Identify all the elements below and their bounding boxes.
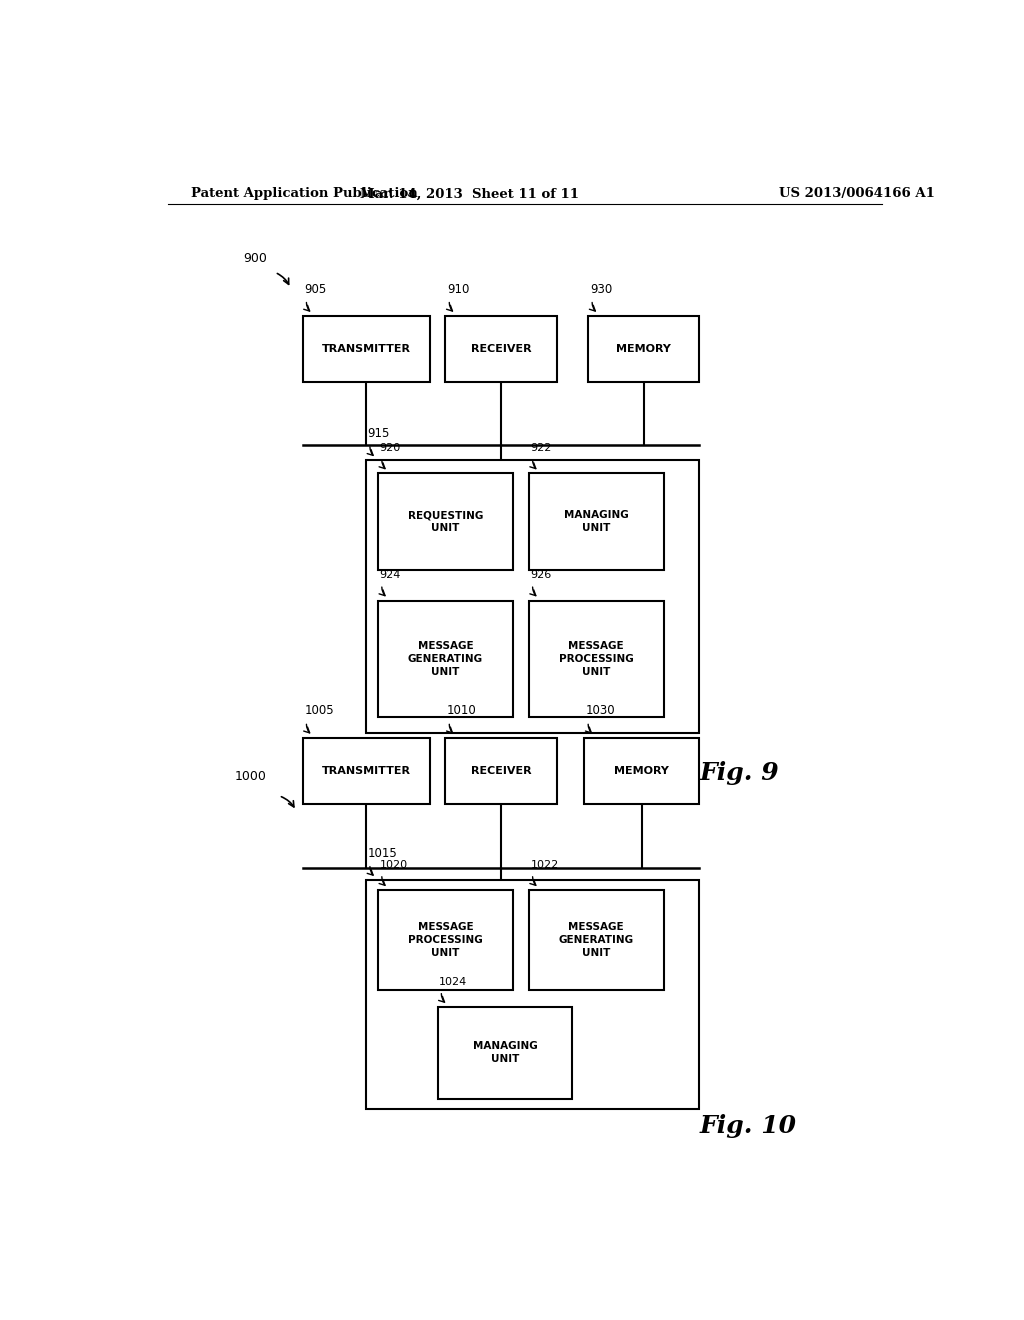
Text: TRANSMITTER: TRANSMITTER [322,345,411,354]
Text: 905: 905 [304,282,327,296]
FancyBboxPatch shape [378,890,513,990]
Text: 910: 910 [447,282,469,296]
Text: 1024: 1024 [439,977,467,987]
FancyBboxPatch shape [378,601,513,718]
FancyBboxPatch shape [437,1007,572,1098]
Text: REQUESTING
UNIT: REQUESTING UNIT [408,510,483,533]
Text: US 2013/0064166 A1: US 2013/0064166 A1 [778,187,935,201]
Text: MESSAGE
GENERATING
UNIT: MESSAGE GENERATING UNIT [408,640,483,677]
Text: Fig. 10: Fig. 10 [699,1114,797,1138]
FancyBboxPatch shape [528,474,664,570]
Text: 1005: 1005 [304,705,334,718]
Text: MESSAGE
PROCESSING
UNIT: MESSAGE PROCESSING UNIT [409,921,482,958]
FancyBboxPatch shape [528,601,664,718]
FancyBboxPatch shape [367,880,699,1109]
Text: 1015: 1015 [368,846,397,859]
FancyBboxPatch shape [367,461,699,733]
Text: MANAGING
UNIT: MANAGING UNIT [564,510,629,533]
Text: 915: 915 [368,426,390,440]
Text: 924: 924 [380,570,401,581]
Text: 920: 920 [380,444,400,453]
Text: RECEIVER: RECEIVER [471,766,531,776]
FancyBboxPatch shape [445,315,557,381]
Text: MEMORY: MEMORY [614,766,670,776]
FancyBboxPatch shape [588,315,699,381]
FancyBboxPatch shape [378,474,513,570]
Text: 1010: 1010 [447,705,477,718]
Text: 900: 900 [243,252,267,265]
FancyBboxPatch shape [303,315,430,381]
Text: TRANSMITTER: TRANSMITTER [322,766,411,776]
Text: Fig. 9: Fig. 9 [699,762,779,785]
Text: 1020: 1020 [380,859,408,870]
Text: 1000: 1000 [234,771,267,784]
Text: MESSAGE
GENERATING
UNIT: MESSAGE GENERATING UNIT [559,921,634,958]
FancyBboxPatch shape [303,738,430,804]
Text: Patent Application Publication: Patent Application Publication [191,187,418,201]
Text: 926: 926 [530,570,552,581]
Text: 1030: 1030 [586,705,615,718]
FancyBboxPatch shape [585,738,699,804]
Text: 930: 930 [590,282,612,296]
Text: MEMORY: MEMORY [616,345,672,354]
Text: 922: 922 [530,444,552,453]
Text: MESSAGE
PROCESSING
UNIT: MESSAGE PROCESSING UNIT [559,640,634,677]
Text: Mar. 14, 2013  Sheet 11 of 11: Mar. 14, 2013 Sheet 11 of 11 [359,187,579,201]
FancyBboxPatch shape [445,738,557,804]
FancyBboxPatch shape [528,890,664,990]
Text: RECEIVER: RECEIVER [471,345,531,354]
Text: MANAGING
UNIT: MANAGING UNIT [473,1041,538,1064]
Text: 1022: 1022 [530,859,559,870]
